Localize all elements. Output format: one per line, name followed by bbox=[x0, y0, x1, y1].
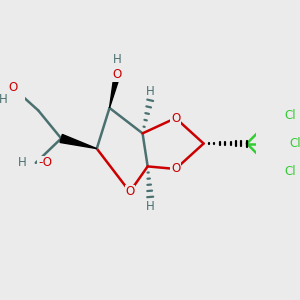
Text: H: H bbox=[146, 200, 154, 213]
Text: H: H bbox=[146, 85, 154, 98]
Text: H: H bbox=[18, 156, 26, 170]
Polygon shape bbox=[60, 134, 97, 148]
Text: O: O bbox=[125, 185, 134, 198]
Text: H: H bbox=[113, 53, 122, 66]
Text: O: O bbox=[171, 112, 180, 124]
Text: -O: -O bbox=[38, 156, 52, 170]
Text: O: O bbox=[171, 163, 180, 176]
Text: Cl: Cl bbox=[284, 165, 296, 178]
Polygon shape bbox=[110, 74, 120, 108]
Text: O: O bbox=[112, 68, 122, 81]
Text: Cl: Cl bbox=[289, 137, 300, 150]
Text: H: H bbox=[0, 93, 8, 106]
Text: Cl: Cl bbox=[284, 109, 296, 122]
Text: O: O bbox=[8, 81, 17, 94]
